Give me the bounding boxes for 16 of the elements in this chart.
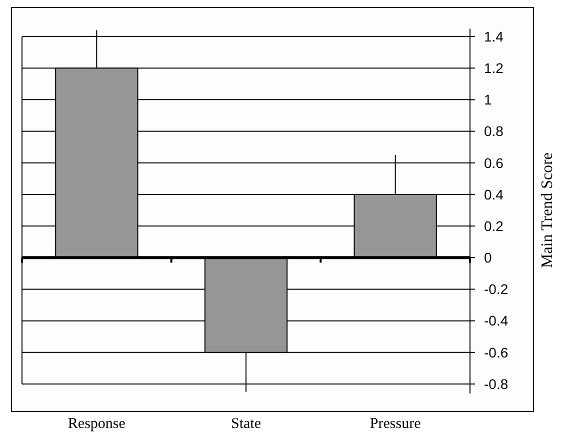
x-tick-label: Pressure	[370, 416, 422, 432]
y-tick-label: 1.4	[484, 28, 504, 44]
y-tick-label: 0.8	[484, 123, 504, 140]
x-tick-label: State	[231, 416, 262, 432]
y-tick-label: -0.4	[484, 312, 508, 329]
y-tick-label: 0	[484, 250, 492, 266]
y-tick-label: -0.8	[484, 376, 508, 392]
y-tick-label: 1	[484, 92, 492, 108]
y-tick-label: -0.2	[484, 281, 508, 298]
y-tick-label: 0.2	[484, 218, 504, 234]
x-tick-label: Response	[68, 416, 126, 432]
y-tick-label: 0.6	[484, 154, 504, 171]
y-tick-label: 1.2	[484, 60, 504, 76]
y-tick-label: -0.6	[484, 344, 508, 360]
y-axis-title: Main Trend Score	[539, 152, 556, 268]
y-tick-label: 0.4	[484, 186, 504, 202]
